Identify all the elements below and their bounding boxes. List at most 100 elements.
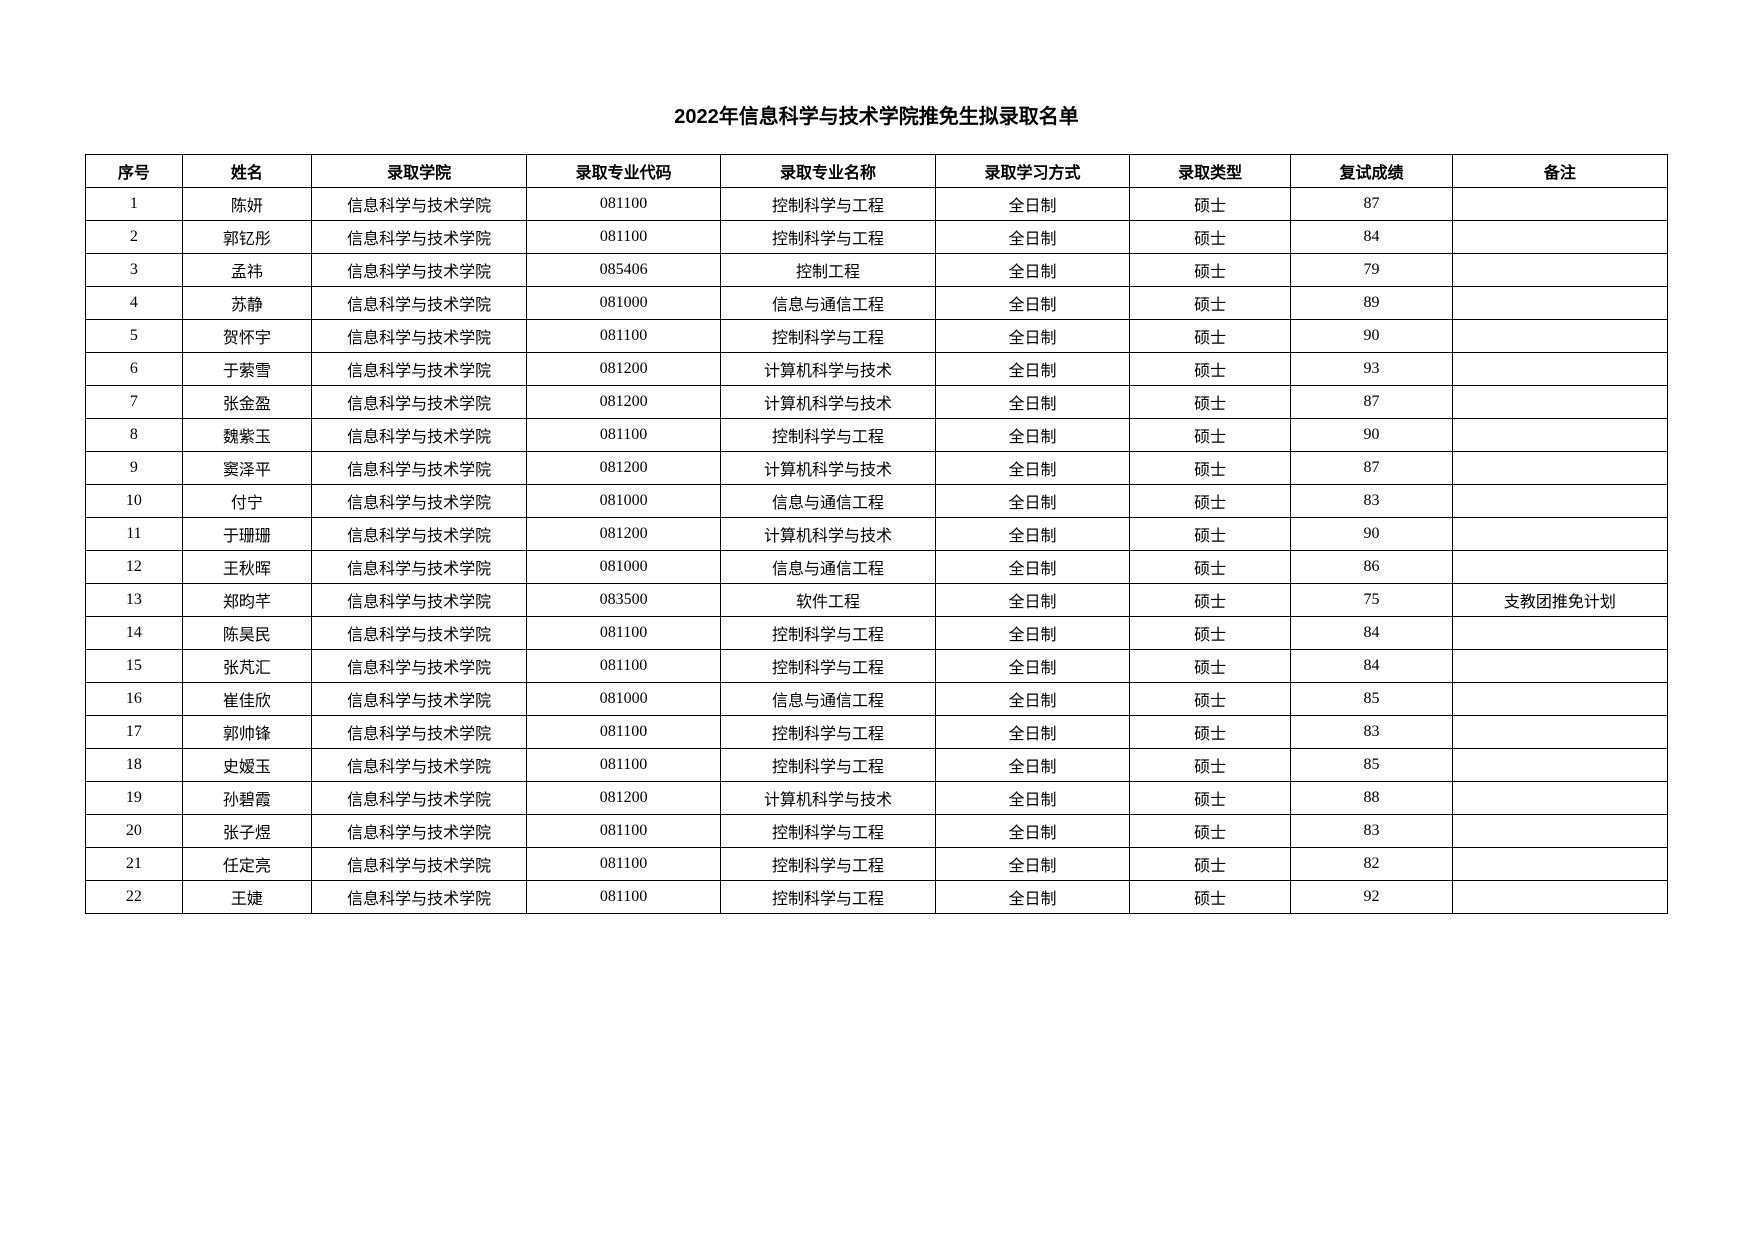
cell-remark: [1452, 848, 1667, 881]
cell-name: 陈妍: [182, 188, 311, 221]
cell-major_code: 081200: [527, 782, 721, 815]
header-college: 录取学院: [311, 155, 526, 188]
cell-seq: 17: [86, 716, 183, 749]
cell-study_mode: 全日制: [936, 287, 1130, 320]
cell-major_name: 软件工程: [720, 584, 935, 617]
cell-score: 93: [1291, 353, 1452, 386]
cell-study_mode: 全日制: [936, 353, 1130, 386]
cell-remark: [1452, 683, 1667, 716]
cell-college: 信息科学与技术学院: [311, 320, 526, 353]
cell-remark: [1452, 749, 1667, 782]
cell-major_name: 计算机科学与技术: [720, 452, 935, 485]
cell-type: 硕士: [1129, 320, 1290, 353]
table-row: 5贺怀宇信息科学与技术学院081100控制科学与工程全日制硕士90: [86, 320, 1668, 353]
cell-college: 信息科学与技术学院: [311, 848, 526, 881]
cell-study_mode: 全日制: [936, 188, 1130, 221]
table-row: 10付宁信息科学与技术学院081000信息与通信工程全日制硕士83: [86, 485, 1668, 518]
cell-type: 硕士: [1129, 749, 1290, 782]
cell-college: 信息科学与技术学院: [311, 353, 526, 386]
cell-remark: [1452, 287, 1667, 320]
cell-major_code: 081100: [527, 881, 721, 914]
cell-seq: 18: [86, 749, 183, 782]
cell-study_mode: 全日制: [936, 683, 1130, 716]
cell-remark: [1452, 650, 1667, 683]
cell-study_mode: 全日制: [936, 386, 1130, 419]
cell-remark: [1452, 485, 1667, 518]
cell-seq: 12: [86, 551, 183, 584]
table-row: 19孙碧霞信息科学与技术学院081200计算机科学与技术全日制硕士88: [86, 782, 1668, 815]
cell-type: 硕士: [1129, 518, 1290, 551]
cell-remark: [1452, 518, 1667, 551]
cell-type: 硕士: [1129, 716, 1290, 749]
cell-type: 硕士: [1129, 287, 1290, 320]
cell-study_mode: 全日制: [936, 518, 1130, 551]
cell-major_code: 081100: [527, 188, 721, 221]
cell-type: 硕士: [1129, 683, 1290, 716]
cell-seq: 13: [86, 584, 183, 617]
cell-score: 79: [1291, 254, 1452, 287]
table-row: 12王秋晖信息科学与技术学院081000信息与通信工程全日制硕士86: [86, 551, 1668, 584]
cell-major_name: 控制科学与工程: [720, 419, 935, 452]
cell-college: 信息科学与技术学院: [311, 551, 526, 584]
cell-major_code: 081100: [527, 815, 721, 848]
cell-study_mode: 全日制: [936, 749, 1130, 782]
cell-study_mode: 全日制: [936, 848, 1130, 881]
table-row: 8魏紫玉信息科学与技术学院081100控制科学与工程全日制硕士90: [86, 419, 1668, 452]
cell-score: 83: [1291, 815, 1452, 848]
cell-college: 信息科学与技术学院: [311, 650, 526, 683]
cell-college: 信息科学与技术学院: [311, 287, 526, 320]
table-row: 17郭帅锋信息科学与技术学院081100控制科学与工程全日制硕士83: [86, 716, 1668, 749]
table-row: 21任定亮信息科学与技术学院081100控制科学与工程全日制硕士82: [86, 848, 1668, 881]
cell-study_mode: 全日制: [936, 584, 1130, 617]
cell-score: 86: [1291, 551, 1452, 584]
cell-major_code: 081100: [527, 617, 721, 650]
cell-score: 85: [1291, 683, 1452, 716]
cell-seq: 9: [86, 452, 183, 485]
cell-name: 王秋晖: [182, 551, 311, 584]
cell-score: 90: [1291, 320, 1452, 353]
cell-major_name: 计算机科学与技术: [720, 782, 935, 815]
cell-name: 于萦雪: [182, 353, 311, 386]
header-study-mode: 录取学习方式: [936, 155, 1130, 188]
cell-college: 信息科学与技术学院: [311, 782, 526, 815]
cell-name: 陈昊民: [182, 617, 311, 650]
cell-major_code: 081000: [527, 551, 721, 584]
cell-college: 信息科学与技术学院: [311, 518, 526, 551]
cell-type: 硕士: [1129, 584, 1290, 617]
table-header-row: 序号 姓名 录取学院 录取专业代码 录取专业名称 录取学习方式 录取类型 复试成…: [86, 155, 1668, 188]
cell-major_code: 081200: [527, 452, 721, 485]
cell-score: 92: [1291, 881, 1452, 914]
cell-score: 75: [1291, 584, 1452, 617]
cell-study_mode: 全日制: [936, 782, 1130, 815]
cell-major_name: 控制科学与工程: [720, 848, 935, 881]
cell-major_code: 081100: [527, 320, 721, 353]
cell-score: 82: [1291, 848, 1452, 881]
cell-college: 信息科学与技术学院: [311, 683, 526, 716]
cell-remark: 支教团推免计划: [1452, 584, 1667, 617]
cell-study_mode: 全日制: [936, 419, 1130, 452]
cell-study_mode: 全日制: [936, 452, 1130, 485]
cell-college: 信息科学与技术学院: [311, 617, 526, 650]
cell-major_name: 控制科学与工程: [720, 617, 935, 650]
table-row: 9窦泽平信息科学与技术学院081200计算机科学与技术全日制硕士87: [86, 452, 1668, 485]
cell-name: 郑昀芊: [182, 584, 311, 617]
cell-remark: [1452, 188, 1667, 221]
cell-type: 硕士: [1129, 881, 1290, 914]
cell-study_mode: 全日制: [936, 221, 1130, 254]
cell-seq: 20: [86, 815, 183, 848]
cell-study_mode: 全日制: [936, 254, 1130, 287]
cell-study_mode: 全日制: [936, 881, 1130, 914]
cell-score: 89: [1291, 287, 1452, 320]
cell-name: 窦泽平: [182, 452, 311, 485]
cell-college: 信息科学与技术学院: [311, 485, 526, 518]
cell-major_code: 081200: [527, 518, 721, 551]
cell-type: 硕士: [1129, 452, 1290, 485]
cell-seq: 3: [86, 254, 183, 287]
cell-major_code: 081000: [527, 485, 721, 518]
table-row: 7张金盈信息科学与技术学院081200计算机科学与技术全日制硕士87: [86, 386, 1668, 419]
header-seq: 序号: [86, 155, 183, 188]
cell-score: 85: [1291, 749, 1452, 782]
cell-name: 王婕: [182, 881, 311, 914]
table-row: 1陈妍信息科学与技术学院081100控制科学与工程全日制硕士87: [86, 188, 1668, 221]
cell-remark: [1452, 386, 1667, 419]
